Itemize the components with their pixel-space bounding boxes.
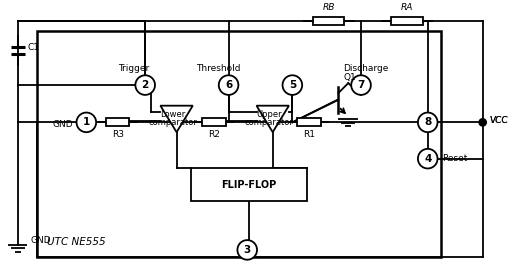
- Circle shape: [418, 149, 438, 168]
- Text: VCC: VCC: [490, 116, 508, 125]
- Text: 1: 1: [82, 117, 90, 127]
- Bar: [297, 118, 321, 126]
- Polygon shape: [257, 106, 289, 132]
- Text: VCC: VCC: [490, 116, 508, 125]
- Circle shape: [237, 240, 257, 260]
- Text: Trigger: Trigger: [118, 64, 149, 73]
- Text: Threshold: Threshold: [196, 64, 241, 73]
- Text: 8: 8: [424, 117, 431, 127]
- Polygon shape: [160, 106, 193, 132]
- Bar: [106, 118, 129, 126]
- Circle shape: [76, 113, 96, 132]
- Text: comparator: comparator: [244, 118, 293, 127]
- Bar: [191, 168, 307, 201]
- Text: Reset: Reset: [442, 154, 468, 163]
- Text: Discharge: Discharge: [343, 64, 388, 73]
- Text: RB: RB: [323, 4, 335, 12]
- Text: R3: R3: [111, 130, 124, 139]
- Bar: [313, 17, 345, 25]
- Bar: [37, 31, 441, 257]
- Text: FLIP-FLOP: FLIP-FLOP: [221, 180, 277, 190]
- Circle shape: [351, 75, 371, 95]
- Bar: [202, 118, 225, 126]
- Text: C1: C1: [27, 43, 40, 52]
- Text: 3: 3: [244, 245, 251, 255]
- Text: 7: 7: [357, 80, 365, 90]
- Text: R1: R1: [303, 130, 315, 139]
- Text: Q1: Q1: [344, 73, 356, 82]
- Text: 5: 5: [289, 80, 296, 90]
- Text: UTC NE555: UTC NE555: [47, 237, 106, 247]
- Circle shape: [219, 75, 238, 95]
- Text: GND: GND: [53, 120, 74, 129]
- Text: Lower: Lower: [160, 110, 185, 120]
- Text: 6: 6: [225, 80, 232, 90]
- Circle shape: [479, 119, 486, 126]
- Text: GND: GND: [31, 236, 51, 245]
- Text: comparator: comparator: [148, 118, 197, 127]
- Text: RA: RA: [401, 4, 413, 12]
- Circle shape: [418, 113, 438, 132]
- Text: 4: 4: [424, 154, 432, 164]
- Circle shape: [135, 75, 155, 95]
- Text: R2: R2: [208, 130, 220, 139]
- Bar: [391, 17, 423, 25]
- Text: Upper: Upper: [256, 110, 281, 120]
- Circle shape: [282, 75, 302, 95]
- Text: 2: 2: [142, 80, 149, 90]
